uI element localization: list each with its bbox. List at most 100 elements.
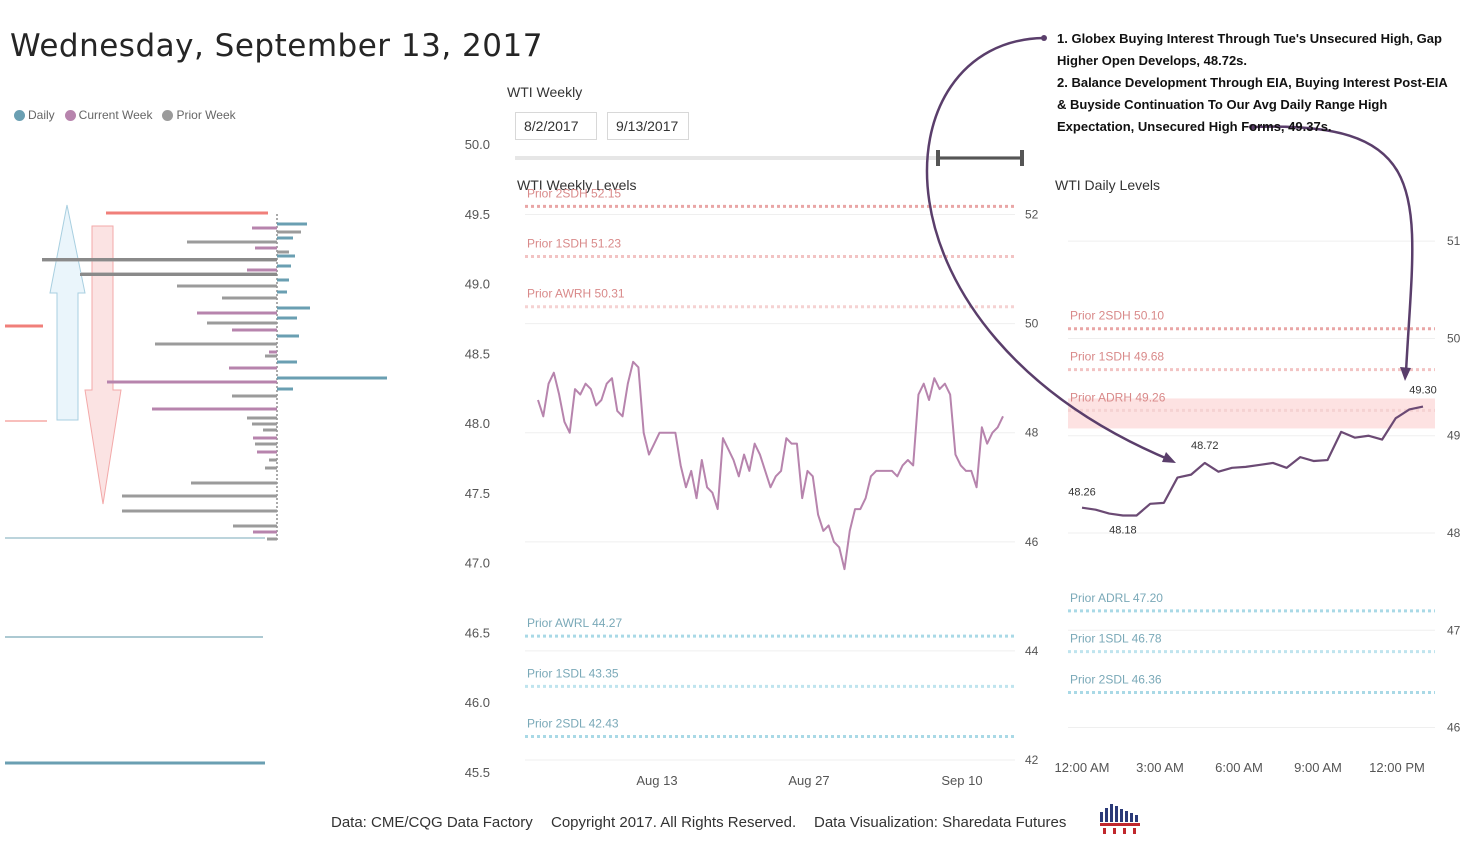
y-tick-label: 42	[1025, 753, 1039, 767]
profile-bar	[277, 290, 287, 294]
profile-bar	[277, 387, 293, 391]
profile-bar	[277, 236, 293, 240]
level-label: Prior 2SDL 42.43	[527, 717, 619, 731]
annotation-dot-1	[1041, 35, 1047, 41]
profile-bar	[222, 296, 277, 300]
price-series-line	[537, 360, 1004, 571]
profile-bar	[277, 250, 289, 254]
legend-label: Current Week	[78, 108, 153, 122]
adr-high-band	[1068, 398, 1435, 429]
profile-bar	[233, 524, 277, 528]
footer-copyright: Copyright 2017. All Rights Reserved.	[551, 814, 797, 831]
profile-bar	[257, 450, 277, 454]
profile-bar	[232, 394, 277, 398]
x-tick-label: 12:00 AM	[1055, 760, 1110, 775]
profile-bar	[265, 466, 277, 470]
volume-profile	[5, 204, 387, 765]
profile-bar	[252, 226, 277, 230]
level-label: Prior AWRL 44.27	[527, 616, 622, 630]
profile-y-axis: 50.0 49.5 49.0 48.5 48.0 47.5 47.0 46.5 46.0 45.5	[465, 137, 490, 780]
arrowhead-1-icon	[1162, 452, 1176, 463]
profile-bar	[277, 254, 295, 258]
profile-bar	[187, 240, 277, 244]
profile-y-tick-label: 47.5	[465, 486, 490, 501]
slicer-label: WTI Weekly	[507, 84, 583, 100]
weekly-levels-chart: 52 50 48 46 44 42 Prior 2SDH 52.15 Prior 1SDH 5…	[525, 186, 1039, 788]
profile-bar	[265, 354, 277, 358]
profile-y-tick-label: 50.0	[465, 137, 490, 152]
data-label: 49.30	[1409, 385, 1437, 397]
level-label: Prior 1SDL 46.78	[1070, 632, 1162, 646]
profile-bar	[253, 530, 277, 534]
profile-prior-week-poc	[42, 258, 277, 261]
x-tick-label: Sep 10	[941, 773, 982, 788]
y-tick-label: 46	[1447, 721, 1461, 735]
profile-bar	[277, 264, 291, 268]
annotation-note-1: 1. Globex Buying Interest Through Tue's …	[1057, 31, 1442, 68]
x-tick-label: 3:00 AM	[1136, 760, 1184, 775]
profile-bar	[277, 376, 387, 380]
profile-prior-week-bar	[80, 273, 277, 276]
profile-y-tick-label: 47.0	[465, 556, 490, 571]
profile-bar	[255, 442, 277, 446]
legend-dot-current-week	[64, 109, 76, 121]
page-title: Wednesday, September 13, 2017	[10, 28, 543, 64]
profile-bar	[277, 230, 301, 234]
profile-bar	[277, 316, 297, 320]
y-tick-label: 44	[1025, 644, 1039, 658]
level-label: Prior 2SDH 52.15	[527, 186, 621, 200]
weekly-chart-title: WTI Weekly Levels	[517, 177, 637, 193]
price-series-line	[1081, 405, 1424, 517]
level-label: Prior 1SDH 49.68	[1070, 350, 1164, 364]
profile-bar	[152, 407, 277, 411]
x-tick-label: 9:00 AM	[1294, 760, 1342, 775]
profile-bar	[277, 306, 310, 310]
profile-y-tick-label: 46.0	[465, 695, 490, 710]
data-label: 48.72	[1191, 440, 1219, 452]
profile-y-tick-label: 49.0	[465, 277, 490, 292]
footer-data-source: Data: CME/CQG Data Factory	[331, 814, 533, 831]
profile-bar	[277, 360, 297, 364]
legend-item-daily[interactable]: Daily	[14, 108, 55, 122]
down-arrow-icon	[84, 225, 122, 505]
profile-bar	[267, 537, 277, 541]
y-tick-label: 50	[1447, 331, 1461, 345]
profile-y-tick-label: 48.0	[465, 416, 490, 431]
profile-bar	[277, 278, 289, 282]
arrowhead-2-icon	[1400, 367, 1411, 381]
legend-dot-daily	[14, 109, 25, 121]
profile-bar	[263, 428, 277, 432]
daily-chart-title: WTI Daily Levels	[1055, 177, 1160, 193]
y-tick-label: 49	[1447, 429, 1461, 443]
annotation-note-2: 2. Balance Development Through EIA, Buyi…	[1057, 75, 1448, 134]
daily-levels-chart: 51 50 49 48 47 46 Prior 2SDH 50.10 Prior 1SDH 4…	[1055, 234, 1461, 775]
y-tick-label: 46	[1025, 535, 1039, 549]
profile-bar	[277, 222, 307, 226]
profile-y-tick-label: 45.5	[465, 765, 490, 780]
profile-bar	[177, 284, 277, 288]
sharedata-logo-icon	[1100, 804, 1140, 834]
profile-bar	[232, 328, 277, 332]
footer-visualization: Data Visualization: Sharedata Futures	[814, 814, 1067, 831]
level-label: Prior ADRH 49.26	[1070, 390, 1166, 404]
start-date-input[interactable]: 8/2/2017	[515, 112, 597, 140]
level-label: Prior AWRH 50.31	[527, 287, 625, 301]
x-tick-label: 12:00 PM	[1369, 760, 1425, 775]
y-tick-label: 48	[1447, 526, 1461, 540]
profile-bar	[122, 494, 277, 498]
y-tick-label: 48	[1025, 426, 1039, 440]
legend-item-current-week[interactable]: Current Week	[64, 108, 153, 122]
annotation-dot-2	[1249, 124, 1255, 130]
legend-item-prior-week[interactable]: Prior Week	[162, 108, 236, 122]
profile-bar	[253, 436, 277, 440]
end-date-input[interactable]: 9/13/2017	[607, 112, 689, 140]
profile-bar	[191, 481, 277, 485]
y-tick-label: 50	[1025, 317, 1039, 331]
x-tick-label: 6:00 AM	[1215, 760, 1263, 775]
legend: Daily Current Week Prior Week	[14, 108, 236, 122]
profile-bar	[269, 350, 277, 354]
level-label: Prior 1SDL 43.35	[527, 666, 619, 680]
up-arrow-icon	[49, 204, 86, 421]
profile-y-tick-label: 46.5	[465, 625, 490, 640]
